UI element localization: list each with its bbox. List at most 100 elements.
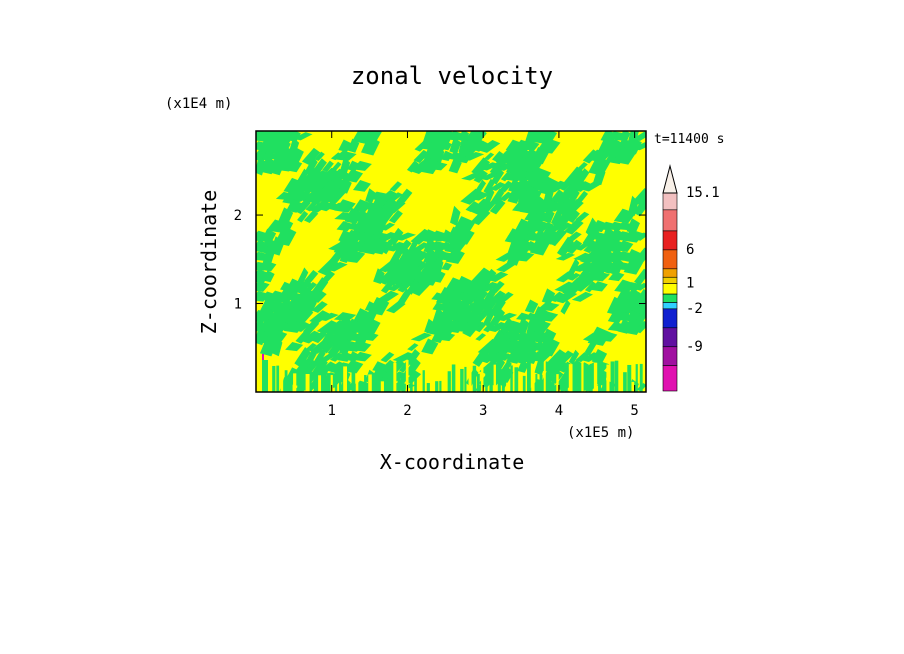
field-patch (591, 349, 608, 364)
field-patch (302, 189, 321, 204)
field-patch (555, 271, 575, 283)
field-patch (352, 160, 372, 171)
field-patch (410, 332, 432, 342)
field-patch (632, 131, 646, 142)
field-patch (352, 179, 371, 192)
field-patch (553, 290, 578, 304)
field-patch (406, 279, 420, 295)
field-patch (495, 312, 518, 322)
field-patch (634, 268, 646, 286)
field-patch (486, 271, 509, 282)
field-patch (460, 188, 485, 205)
field-column (577, 368, 581, 392)
field-patch (539, 131, 558, 143)
field-patch (303, 210, 319, 224)
colorbar-label: -9 (686, 339, 703, 355)
field-column (301, 375, 304, 392)
time-label: t=11400 s (654, 132, 724, 147)
field-patch (496, 261, 517, 273)
colorbar: 15.1 6 1 -2 -9 (662, 164, 720, 392)
field-patch (362, 332, 379, 341)
field-column (468, 364, 472, 392)
field-patch (490, 188, 505, 205)
field-patch (352, 351, 372, 362)
field-patch (381, 210, 394, 224)
field-patch (386, 300, 406, 314)
field-patch (296, 168, 309, 185)
field-patch (292, 132, 313, 141)
field-column (602, 375, 607, 392)
field-patch (537, 336, 560, 357)
field-patch (490, 307, 506, 327)
field-patch (430, 246, 446, 266)
field-patch (529, 236, 551, 256)
colorbar-label: 15.1 (686, 185, 720, 201)
field-column (581, 362, 584, 392)
field-patch (256, 280, 270, 292)
field-column (293, 373, 297, 392)
field-column (368, 374, 372, 392)
field-column (376, 382, 380, 392)
field-patch (567, 210, 580, 224)
field-patch (584, 338, 598, 356)
field-patch (634, 320, 646, 334)
field-column (606, 364, 610, 392)
field-column (322, 377, 326, 392)
field-patch (311, 301, 328, 313)
field-column (543, 361, 546, 392)
x-tick-label: 4 (555, 403, 563, 419)
field-patch (631, 142, 646, 151)
field-patch (588, 271, 610, 282)
field-column (568, 364, 573, 392)
field-patch (386, 199, 406, 214)
field-patch (388, 192, 403, 201)
field-patch (308, 200, 331, 213)
field-patch (386, 282, 405, 292)
field-patch (490, 280, 505, 294)
field-patch (585, 217, 597, 237)
field-column (268, 371, 272, 392)
field-patch (334, 199, 356, 213)
field-patch (475, 333, 487, 341)
x-tick-label: 2 (403, 403, 411, 419)
field-column (339, 380, 342, 392)
field-patch (438, 332, 456, 342)
field-patch (491, 168, 505, 185)
y-exponent-label: (x1E4 m) (165, 96, 232, 112)
field-patch (551, 206, 563, 227)
field-patch (575, 211, 590, 222)
field-patch (471, 157, 491, 176)
field-column (531, 364, 535, 392)
x-tick-label: 3 (479, 403, 487, 419)
x-axis-label: X-coordinate (380, 450, 525, 474)
field-patch (303, 269, 319, 284)
field-patch (450, 205, 461, 226)
field-patch (308, 188, 331, 205)
field-patch (404, 358, 421, 377)
field-column (359, 382, 364, 392)
field-column (506, 382, 510, 392)
field-column (284, 370, 288, 392)
field-column (410, 379, 413, 392)
field-patch (343, 169, 364, 183)
field-patch (537, 301, 560, 311)
colorbar-segment (662, 209, 678, 232)
field-patch (429, 161, 448, 171)
field-patch (547, 227, 567, 247)
field-patch (389, 181, 403, 192)
field-column (288, 375, 293, 392)
field-patch (550, 189, 564, 204)
field-patch (428, 137, 449, 155)
colorbar-extension (662, 164, 678, 194)
plot-frame (255, 130, 647, 393)
field-column (380, 381, 384, 392)
field-patch (564, 218, 584, 235)
field-patch (491, 151, 504, 162)
field-column (476, 373, 480, 392)
field-patch (465, 201, 479, 213)
field-patch (584, 281, 597, 293)
field-column (493, 364, 496, 392)
field-patch (590, 281, 608, 292)
field-patch (470, 208, 491, 226)
field-patch (305, 201, 317, 212)
